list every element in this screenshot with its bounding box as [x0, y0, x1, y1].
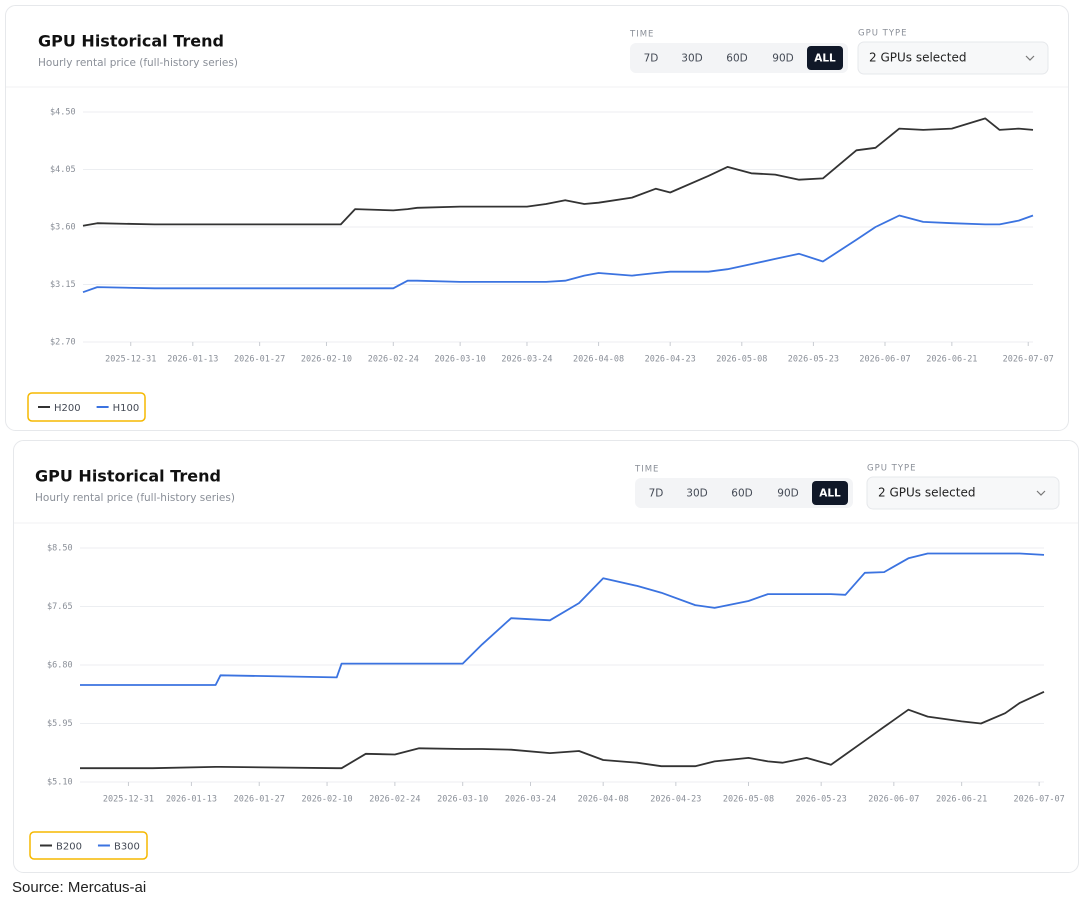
time-button[interactable]: 7D — [644, 53, 659, 65]
time-segment — [635, 478, 853, 508]
y-tick-label: $7.65 — [47, 602, 73, 612]
time-button[interactable]: 30D — [681, 53, 702, 65]
x-tick-label: 2026-03-24 — [501, 355, 552, 365]
x-tick-label: 2026-05-08 — [716, 355, 767, 365]
x-tick-label: 2026-03-10 — [435, 355, 486, 365]
x-tick-label: 2026-01-13 — [167, 355, 218, 365]
time-label: TIME — [634, 465, 659, 475]
x-tick-label: 2026-05-08 — [723, 795, 774, 805]
source-note: Source: Mercatus-ai — [12, 879, 146, 896]
x-tick-label: 2026-02-24 — [368, 355, 419, 365]
x-tick-label: 2026-03-10 — [437, 795, 488, 805]
x-tick-label: 2026-02-10 — [301, 355, 352, 365]
legend-label: H100 — [113, 403, 140, 414]
y-tick-label: $3.60 — [50, 223, 76, 233]
legend-label: B300 — [114, 842, 140, 853]
y-tick-label: $5.95 — [47, 719, 73, 729]
x-tick-label: 2026-04-23 — [650, 795, 701, 805]
x-tick-label: 2026-04-08 — [573, 355, 624, 365]
x-tick-label: 2026-05-23 — [796, 795, 847, 805]
chart-title: GPU Historical Trend — [38, 32, 224, 51]
time-button[interactable]: 30D — [686, 488, 707, 500]
x-tick-label: 2026-04-08 — [578, 795, 629, 805]
y-tick-label: $4.05 — [50, 165, 76, 175]
gpu-dropdown-value[interactable]: 2 GPUs selected — [878, 486, 976, 500]
time-button[interactable]: 60D — [726, 53, 747, 65]
legend-box — [29, 831, 148, 860]
x-tick-label: 2026-07-07 — [1014, 795, 1065, 805]
x-tick-label: 2026-06-21 — [926, 355, 977, 365]
time-button[interactable]: 7D — [649, 488, 664, 500]
time-button[interactable]: 90D — [772, 53, 793, 65]
y-tick-label: $2.70 — [50, 338, 76, 348]
time-button-active[interactable] — [807, 46, 843, 70]
series-line — [80, 552, 1045, 686]
time-button-active[interactable] — [812, 481, 848, 505]
y-tick-label: $8.50 — [47, 544, 73, 554]
x-tick-label: 2026-02-24 — [369, 795, 420, 805]
series-line — [80, 690, 1045, 770]
x-tick-label: 2026-06-07 — [859, 355, 910, 365]
x-tick-label: 2026-01-27 — [234, 795, 285, 805]
time-segment — [630, 43, 848, 73]
x-tick-label: 2026-04-23 — [645, 355, 696, 365]
time-button[interactable]: ALL — [819, 488, 841, 500]
x-tick-label: 2026-06-21 — [936, 795, 987, 805]
series-line — [82, 117, 1034, 227]
x-tick-label: 2026-06-07 — [868, 795, 919, 805]
gpu-dropdown-value[interactable]: 2 GPUs selected — [869, 51, 967, 65]
y-tick-label: $4.50 — [50, 108, 76, 118]
legend-label: B200 — [56, 842, 82, 853]
time-label: TIME — [629, 30, 654, 40]
chart-subtitle: Hourly rental price (full-history series… — [38, 57, 238, 69]
y-tick-label: $3.15 — [50, 280, 76, 290]
time-button[interactable]: ALL — [814, 53, 836, 65]
x-tick-label: 2026-01-27 — [234, 355, 285, 365]
y-tick-label: $5.10 — [47, 778, 73, 788]
gpu-dropdown[interactable] — [857, 41, 1049, 75]
x-tick-label: 2025-12-31 — [103, 795, 154, 805]
time-button[interactable]: 60D — [731, 488, 752, 500]
x-tick-label: 2026-03-24 — [505, 795, 556, 805]
chart-title: GPU Historical Trend — [35, 467, 221, 486]
gpu-type-label: GPU TYPE — [867, 464, 917, 474]
dropdown-chevron — [1036, 490, 1046, 496]
y-tick-label: $6.80 — [47, 661, 73, 671]
legend-box — [27, 392, 146, 422]
x-tick-label: 2025-12-31 — [105, 355, 156, 365]
dropdown-chevron — [1025, 55, 1035, 61]
x-tick-label: 2026-05-23 — [788, 355, 839, 365]
series-line — [82, 214, 1034, 294]
x-tick-label: 2026-01-13 — [166, 795, 217, 805]
time-button[interactable]: 90D — [777, 488, 798, 500]
gpu-dropdown[interactable] — [866, 476, 1060, 510]
legend-label: H200 — [54, 403, 81, 414]
x-tick-label: 2026-02-10 — [301, 795, 352, 805]
x-tick-label: 2026-07-07 — [1003, 355, 1054, 365]
gpu-type-label: GPU TYPE — [858, 29, 908, 39]
chart-subtitle: Hourly rental price (full-history series… — [35, 492, 235, 504]
